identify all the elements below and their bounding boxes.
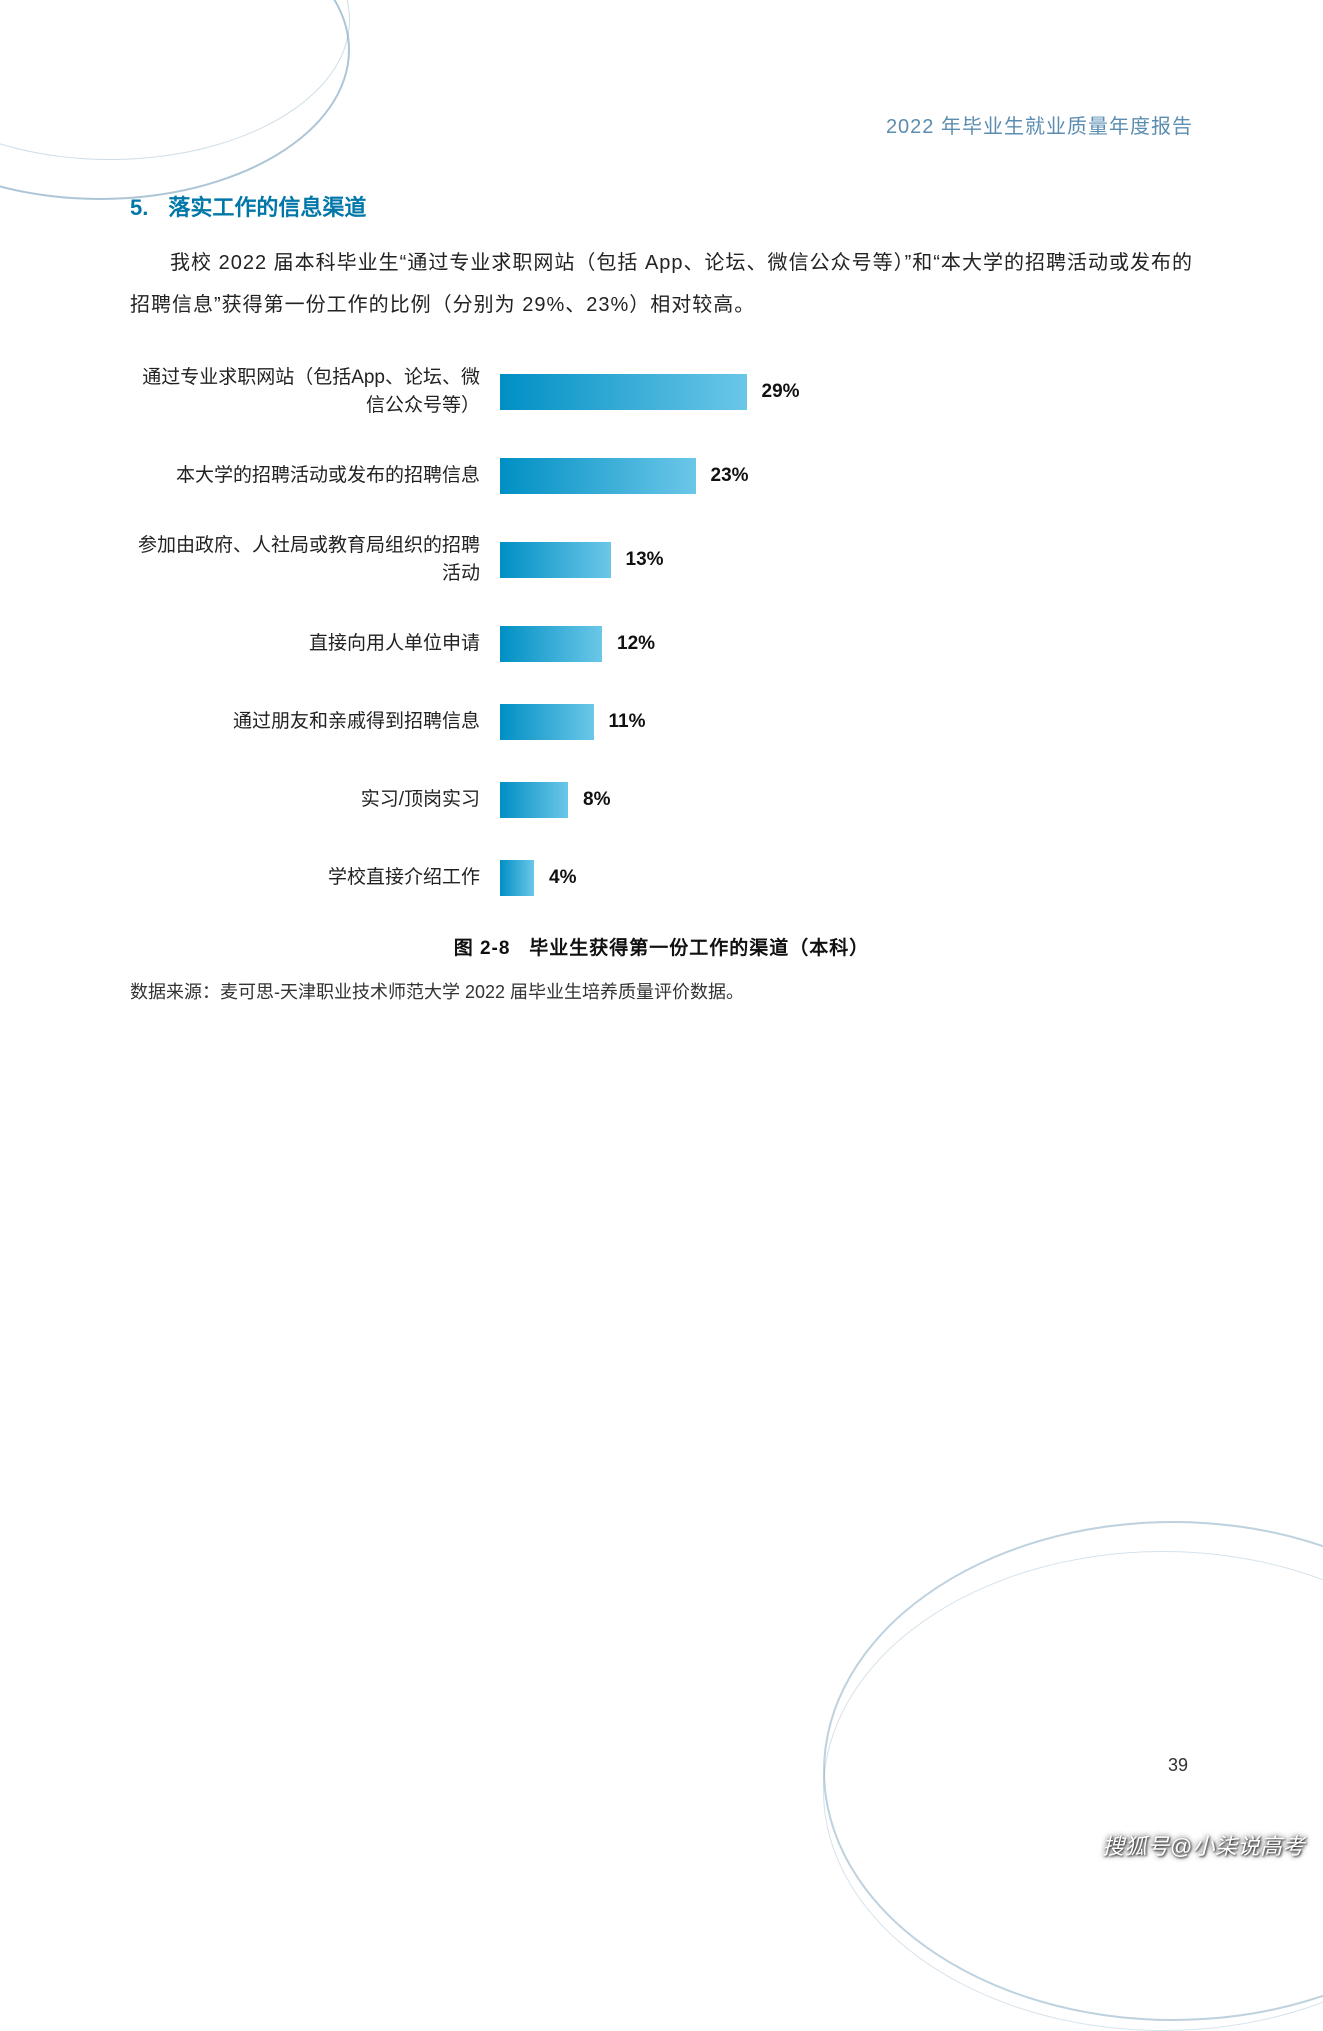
chart-row: 参加由政府、人社局或教育局组织的招聘活动 13% — [130, 524, 1193, 596]
content-region: 5. 落实工作的信息渠道 我校 2022 届本科毕业生“通过专业求职网站（包括 A… — [130, 190, 1193, 1004]
data-source: 数据来源：麦可思-天津职业技术师范大学 2022 届毕业生培养质量评价数据。 — [130, 978, 1193, 1004]
section-title: 落实工作的信息渠道 — [168, 195, 366, 220]
chart-row: 学校直接介绍工作 4% — [130, 848, 1193, 908]
chart-value: 29% — [762, 381, 800, 403]
chart-row: 本大学的招聘活动或发布的招聘信息 23% — [130, 446, 1193, 506]
section-number: 5. — [130, 195, 148, 220]
page-number: 39 — [1168, 1755, 1188, 1776]
chart-bar-area: 8% — [500, 782, 1193, 818]
chart-label: 通过朋友和亲戚得到招聘信息 — [130, 708, 500, 737]
page-header-title: 2022 年毕业生就业质量年度报告 — [886, 110, 1193, 139]
chart-label: 实习/顶岗实习 — [130, 786, 500, 815]
chart-row: 实习/顶岗实习 8% — [130, 770, 1193, 830]
figure-caption-prefix: 图 2-8 — [454, 938, 511, 959]
chart-bar — [500, 542, 611, 578]
figure-caption: 图 2-8 毕业生获得第一份工作的渠道（本科） — [130, 933, 1193, 960]
data-source-text: 麦可思-天津职业技术师范大学 2022 届毕业生培养质量评价数据。 — [220, 982, 744, 1002]
chart-bar — [500, 782, 568, 818]
figure-caption-text: 毕业生获得第一份工作的渠道（本科） — [529, 938, 869, 959]
chart-bar-area: 12% — [500, 626, 1193, 662]
chart-bar-area: 29% — [500, 374, 1193, 410]
chart-label: 参加由政府、人社局或教育局组织的招聘活动 — [130, 532, 500, 589]
chart-bar-area: 4% — [500, 860, 1193, 896]
chart-row: 通过朋友和亲戚得到招聘信息 11% — [130, 692, 1193, 752]
chart-value: 23% — [711, 465, 749, 487]
chart-value: 13% — [626, 549, 664, 571]
chart-bar — [500, 704, 594, 740]
chart-label: 直接向用人单位申请 — [130, 630, 500, 659]
section-heading: 5. 落实工作的信息渠道 — [130, 190, 1193, 222]
chart-value: 11% — [609, 711, 646, 733]
chart-label: 学校直接介绍工作 — [130, 864, 500, 893]
chart-value: 8% — [583, 789, 610, 811]
chart-label: 通过专业求职网站（包括App、论坛、微信公众号等） — [130, 364, 500, 421]
chart-bar — [500, 374, 747, 410]
chart-row: 通过专业求职网站（包括App、论坛、微信公众号等） 29% — [130, 356, 1193, 428]
chart-value: 12% — [617, 633, 655, 655]
chart-label: 本大学的招聘活动或发布的招聘信息 — [130, 462, 500, 491]
chart-bar-area: 11% — [500, 704, 1193, 740]
chart-bar-area: 13% — [500, 542, 1193, 578]
chart-value: 4% — [549, 867, 576, 889]
chart-bar — [500, 626, 602, 662]
data-source-label: 数据来源： — [130, 982, 220, 1002]
chart-bar-area: 23% — [500, 458, 1193, 494]
bar-chart: 通过专业求职网站（包括App、论坛、微信公众号等） 29% 本大学的招聘活动或发布的… — [130, 356, 1193, 908]
chart-row: 直接向用人单位申请 12% — [130, 614, 1193, 674]
watermark: 搜狐号@小柒说高考 — [1102, 1829, 1305, 1861]
chart-bar — [500, 860, 534, 896]
chart-bar — [500, 458, 696, 494]
section-body: 我校 2022 届本科毕业生“通过专业求职网站（包括 App、论坛、微信公众号等… — [130, 242, 1193, 326]
